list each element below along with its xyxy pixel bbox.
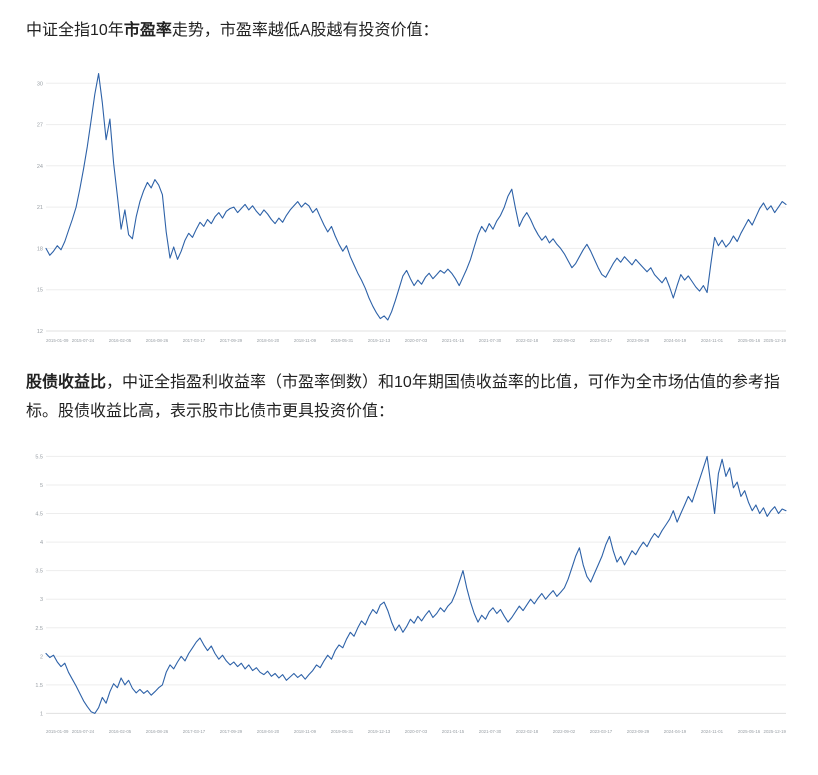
pe-ratio-chart-svg: 12 15 18 21 24 27 30 2015-01-09 2015-07-24 2016-0… xyxy=(37,72,787,343)
equity-bond-intro-bold: 股债收益比 xyxy=(26,373,107,391)
svg-text:2019-05-31: 2019-05-31 xyxy=(331,338,354,343)
svg-text:5.5: 5.5 xyxy=(35,454,43,460)
svg-text:2017-09-29: 2017-09-29 xyxy=(220,729,243,734)
svg-text:2019-12-13: 2019-12-13 xyxy=(368,729,391,734)
svg-text:2018-04-20: 2018-04-20 xyxy=(257,729,280,734)
svg-text:2023-03-17: 2023-03-17 xyxy=(590,729,613,734)
svg-text:2015-07-24: 2015-07-24 xyxy=(72,338,95,343)
equity-bond-ratio-chart-svg: 1 1.5 2 2.5 3 3.5 4 4.5 5 5.5 2015-01-09 2015-07-24… xyxy=(35,454,787,734)
svg-text:2020-07-03: 2020-07-03 xyxy=(405,729,428,734)
svg-text:4.5: 4.5 xyxy=(35,511,43,517)
pe-intro-bold: 市盈率 xyxy=(123,22,172,39)
svg-text:2025-12-19: 2025-12-19 xyxy=(764,338,787,343)
pe-intro-paragraph: 中证全指10年市盈率走势，市盈率越低A股越有投资价值： xyxy=(26,16,792,46)
svg-text:2018-11-09: 2018-11-09 xyxy=(294,729,317,734)
svg-text:2018-11-09: 2018-11-09 xyxy=(294,338,317,343)
svg-text:2018-04-20: 2018-04-20 xyxy=(257,338,280,343)
equity-bond-intro-paragraph: 股债收益比，中证全指盈利收益率（市盈率倒数）和10年期国债收益率的比值，可作为全… xyxy=(26,368,792,427)
svg-text:2022-02-18: 2022-02-18 xyxy=(516,338,539,343)
svg-text:5: 5 xyxy=(40,483,43,489)
svg-text:2024-11-01: 2024-11-01 xyxy=(701,338,724,343)
svg-text:2023-09-29: 2023-09-29 xyxy=(627,729,650,734)
svg-text:2015-01-09: 2015-01-09 xyxy=(46,729,69,734)
svg-text:15: 15 xyxy=(37,287,43,293)
svg-text:2023-09-29: 2023-09-29 xyxy=(627,338,650,343)
svg-text:3: 3 xyxy=(40,597,43,603)
equity-bond-intro-post: ，中证全指盈利收益率（市盈率倒数）和10年期国债收益率的比值，可作为全市场估值的… xyxy=(26,373,780,421)
svg-text:2021-01-15: 2021-01-15 xyxy=(442,338,465,343)
svg-text:2022-09-02: 2022-09-02 xyxy=(553,729,576,734)
svg-text:2: 2 xyxy=(40,654,43,660)
svg-text:2020-07-03: 2020-07-03 xyxy=(405,338,428,343)
svg-text:2022-09-02: 2022-09-02 xyxy=(553,338,576,343)
svg-text:18: 18 xyxy=(37,246,43,252)
svg-text:2025-12-19: 2025-12-19 xyxy=(764,729,787,734)
svg-text:2023-03-17: 2023-03-17 xyxy=(590,338,613,343)
svg-text:24: 24 xyxy=(37,163,43,169)
svg-text:2016-08-26: 2016-08-26 xyxy=(146,729,169,734)
svg-text:2024-04-19: 2024-04-19 xyxy=(664,729,687,734)
svg-text:2017-03-17: 2017-03-17 xyxy=(183,338,206,343)
svg-text:2016-02-05: 2016-02-05 xyxy=(109,338,132,343)
equity-bond-ratio-chart: 1 1.5 2 2.5 3 3.5 4 4.5 5 5.5 2015-01-09 2015-07-24… xyxy=(26,437,792,737)
svg-text:2019-12-13: 2019-12-13 xyxy=(368,338,391,343)
svg-text:2019-05-31: 2019-05-31 xyxy=(331,729,354,734)
pe-intro-pre: 中证全指10年 xyxy=(26,22,124,39)
svg-text:1.5: 1.5 xyxy=(35,683,43,689)
svg-text:21: 21 xyxy=(37,205,43,211)
svg-text:2021-07-30: 2021-07-30 xyxy=(479,729,502,734)
svg-text:2021-07-30: 2021-07-30 xyxy=(479,338,502,343)
pe-intro-post: 走势，市盈率越低A股越有投资价值： xyxy=(171,22,439,39)
svg-text:27: 27 xyxy=(37,122,43,128)
svg-text:2024-11-01: 2024-11-01 xyxy=(701,729,724,734)
svg-text:2.5: 2.5 xyxy=(35,626,43,632)
svg-text:2015-07-24: 2015-07-24 xyxy=(72,729,95,734)
svg-text:4: 4 xyxy=(40,540,43,546)
svg-text:3.5: 3.5 xyxy=(35,568,43,574)
svg-text:2016-02-05: 2016-02-05 xyxy=(109,729,132,734)
svg-text:2024-04-19: 2024-04-19 xyxy=(664,338,687,343)
pe-ratio-chart: 12 15 18 21 24 27 30 2015-01-09 2015-07-24 2016-0… xyxy=(26,56,792,346)
svg-text:2015-01-09: 2015-01-09 xyxy=(46,338,69,343)
svg-text:2022-02-18: 2022-02-18 xyxy=(516,729,539,734)
svg-text:2025-05-16: 2025-05-16 xyxy=(738,729,761,734)
svg-text:12: 12 xyxy=(37,329,43,335)
svg-text:2017-03-17: 2017-03-17 xyxy=(183,729,206,734)
svg-text:2025-05-16: 2025-05-16 xyxy=(738,338,761,343)
svg-text:30: 30 xyxy=(37,81,43,87)
svg-text:2016-08-26: 2016-08-26 xyxy=(146,338,169,343)
svg-text:1: 1 xyxy=(40,711,43,717)
svg-text:2021-01-15: 2021-01-15 xyxy=(442,729,465,734)
svg-text:2017-09-29: 2017-09-29 xyxy=(220,338,243,343)
